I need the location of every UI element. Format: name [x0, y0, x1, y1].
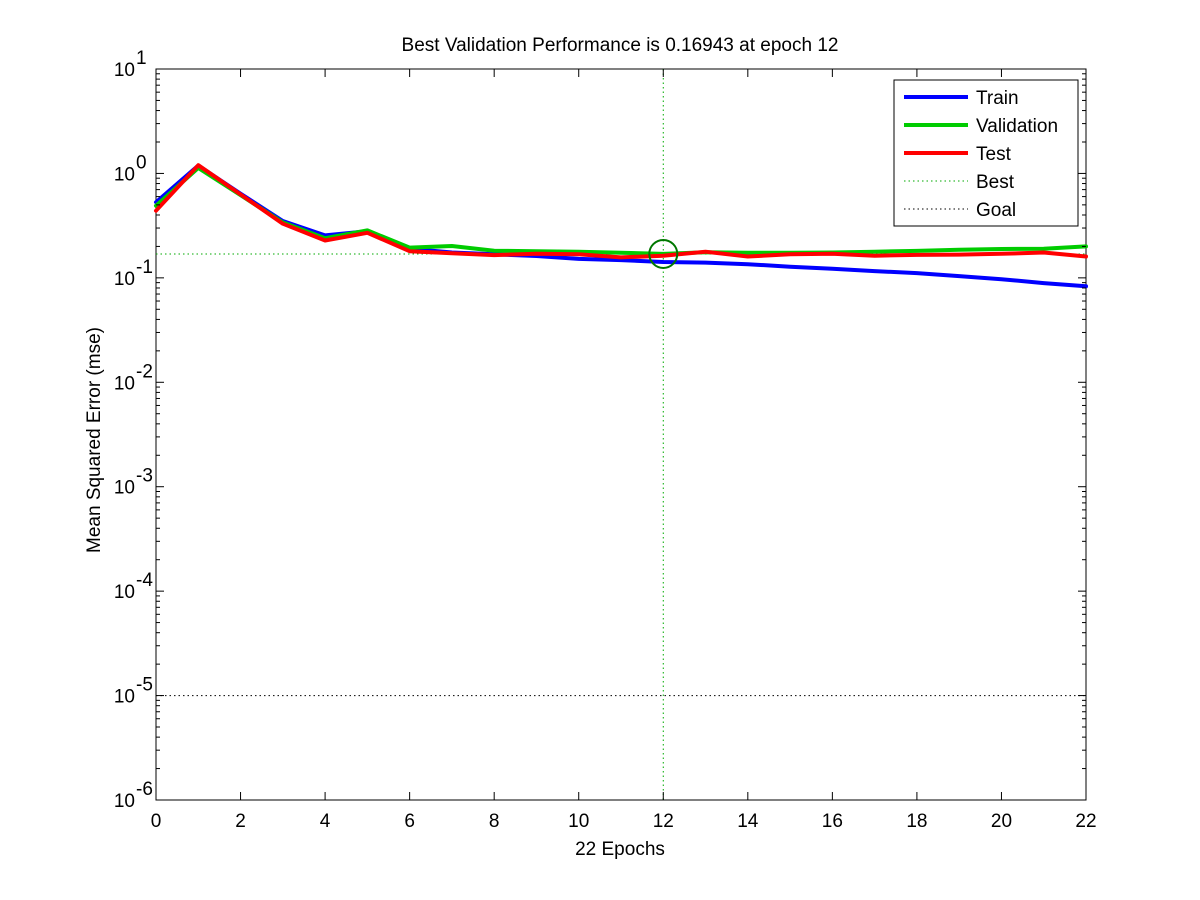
- legend-label-validation: Validation: [976, 116, 1058, 137]
- legend-label-best: Best: [976, 172, 1015, 193]
- x-tick-label: 2: [235, 811, 246, 832]
- x-axis-label: 22 Epochs: [575, 839, 665, 860]
- y-tick-exponent: -2: [136, 361, 153, 382]
- y-tick-label: 10: [114, 373, 135, 394]
- legend-label-goal: Goal: [976, 200, 1016, 221]
- y-tick-exponent: 1: [136, 48, 147, 69]
- y-tick-label: 10: [114, 582, 135, 603]
- x-tick-label: 18: [906, 811, 927, 832]
- x-tick-label: 14: [737, 811, 759, 832]
- x-tick-label: 8: [489, 811, 500, 832]
- y-tick-exponent: 0: [136, 152, 147, 173]
- y-tick-label: 10: [114, 269, 135, 290]
- y-tick-label: 10: [114, 164, 135, 185]
- legend: Train Validation Test Best Goal: [893, 79, 1079, 227]
- y-tick-exponent: -5: [136, 675, 153, 696]
- legend-label-test: Test: [976, 144, 1012, 165]
- x-tick-label: 4: [320, 811, 331, 832]
- y-tick-exponent: -3: [136, 466, 153, 487]
- x-tick-label: 12: [653, 811, 674, 832]
- x-tick-label: 0: [151, 811, 162, 832]
- y-tick-label: 10: [114, 687, 135, 708]
- y-tick-exponent: -6: [136, 779, 153, 800]
- y-axis-label: Mean Squared Error (mse): [84, 327, 105, 553]
- series-line-test: [154, 163, 1088, 260]
- y-tick-exponent: -1: [136, 257, 153, 278]
- x-tick-label: 20: [991, 811, 1012, 832]
- x-tick-label: 22: [1075, 811, 1096, 832]
- y-tick-label: 10: [114, 60, 135, 81]
- legend-label-train: Train: [976, 88, 1019, 109]
- chart-title: Best Validation Performance is 0.16943 a…: [402, 35, 839, 56]
- x-tick-label: 6: [404, 811, 415, 832]
- x-tick-label: 16: [822, 811, 843, 832]
- y-tick-label: 10: [114, 791, 135, 812]
- series-line-train: [154, 163, 1088, 289]
- best-marker-circle: [648, 238, 679, 269]
- y-tick-exponent: -4: [136, 570, 153, 591]
- y-tick-label: 10: [114, 478, 135, 499]
- x-tick-label: 10: [568, 811, 589, 832]
